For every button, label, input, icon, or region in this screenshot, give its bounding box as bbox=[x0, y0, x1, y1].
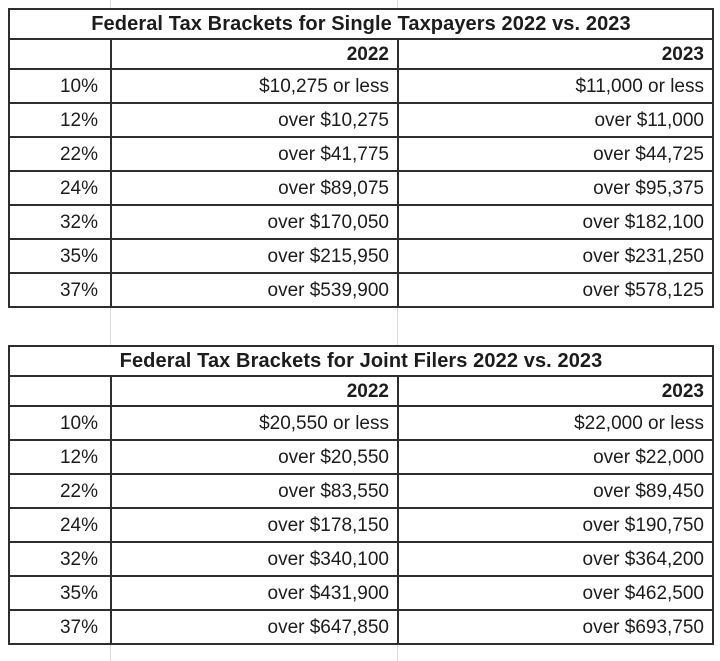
table-row: 10% $10,275 or less $11,000 or less bbox=[8, 68, 714, 104]
rate-header-empty bbox=[8, 38, 112, 70]
bracket-2023-cell: over $11,000 bbox=[397, 102, 714, 138]
bracket-2022-cell: over $340,100 bbox=[110, 541, 399, 577]
rate-cell: 37% bbox=[8, 609, 112, 645]
year-header-2022: 2022 bbox=[110, 38, 399, 70]
bracket-2022-cell: over $20,550 bbox=[110, 439, 399, 475]
bracket-2023-cell: over $89,450 bbox=[396, 473, 715, 509]
table-row: Federal Tax Brackets for Joint Filers 20… bbox=[7, 345, 715, 377]
bracket-2023-cell: over $364,200 bbox=[396, 541, 715, 577]
table-row: 32% over $340,100 over $364,200 bbox=[8, 541, 715, 577]
bracket-2022-cell: over $539,900 bbox=[110, 272, 399, 308]
bracket-2023-cell: over $190,750 bbox=[396, 507, 715, 543]
rate-cell: 32% bbox=[8, 204, 112, 240]
bracket-2022-cell: over $170,050 bbox=[110, 204, 399, 240]
rate-cell: 35% bbox=[8, 238, 112, 274]
table-row: 2022 2023 bbox=[8, 375, 715, 407]
table-row: Federal Tax Brackets for Single Taxpayer… bbox=[8, 8, 714, 40]
bracket-2023-cell: over $578,125 bbox=[397, 272, 714, 308]
rate-cell: 10% bbox=[8, 405, 112, 441]
bracket-2023-cell: $11,000 or less bbox=[397, 68, 714, 104]
table-row: 32% over $170,050 over $182,100 bbox=[8, 204, 714, 240]
rate-header-empty bbox=[8, 375, 112, 407]
table-title: Federal Tax Brackets for Single Taxpayer… bbox=[8, 8, 714, 40]
single-taxpayers-table: Federal Tax Brackets for Single Taxpayer… bbox=[8, 8, 714, 308]
bracket-2022-cell: over $431,900 bbox=[110, 575, 399, 611]
bracket-2022-cell: over $10,275 bbox=[110, 102, 399, 138]
bracket-2022-cell: over $215,950 bbox=[110, 238, 399, 274]
rate-cell: 37% bbox=[8, 272, 112, 308]
bracket-2023-cell: over $231,250 bbox=[397, 238, 714, 274]
rate-cell: 22% bbox=[8, 136, 112, 172]
spreadsheet-gridline-left bbox=[110, 0, 111, 661]
bracket-2023-cell: over $182,100 bbox=[397, 204, 714, 240]
bracket-2023-cell: over $44,725 bbox=[397, 136, 714, 172]
table-row: 24% over $89,075 over $95,375 bbox=[8, 170, 714, 206]
bracket-2022-cell: over $647,850 bbox=[110, 609, 399, 645]
bracket-2022-cell: over $178,150 bbox=[110, 507, 399, 543]
table-row: 12% over $20,550 over $22,000 bbox=[8, 439, 715, 475]
table-row: 24% over $178,150 over $190,750 bbox=[8, 507, 715, 543]
table-row: 12% over $10,275 over $11,000 bbox=[8, 102, 714, 138]
table-row: 2022 2023 bbox=[8, 38, 714, 70]
bracket-2023-cell: $22,000 or less bbox=[396, 405, 715, 441]
table-row: 37% over $647,850 over $693,750 bbox=[8, 609, 715, 645]
table-row: 22% over $83,550 over $89,450 bbox=[8, 473, 715, 509]
bracket-2022-cell: over $41,775 bbox=[110, 136, 399, 172]
table-row: 35% over $431,900 over $462,500 bbox=[8, 575, 715, 611]
bracket-2023-cell: over $693,750 bbox=[396, 609, 715, 645]
bracket-2023-cell: over $95,375 bbox=[397, 170, 714, 206]
rate-cell: 24% bbox=[8, 170, 112, 206]
year-header-2023: 2023 bbox=[397, 38, 714, 70]
bracket-2022-cell: over $89,075 bbox=[110, 170, 399, 206]
rate-cell: 32% bbox=[8, 541, 112, 577]
rate-cell: 12% bbox=[8, 439, 112, 475]
table-row: 37% over $539,900 over $578,125 bbox=[8, 272, 714, 308]
bracket-2022-cell: $20,550 or less bbox=[110, 405, 399, 441]
bracket-2022-cell: $10,275 or less bbox=[110, 68, 399, 104]
year-header-2022: 2022 bbox=[110, 375, 399, 407]
bracket-2023-cell: over $22,000 bbox=[396, 439, 715, 475]
table-title: Federal Tax Brackets for Joint Filers 20… bbox=[7, 345, 715, 377]
table-row: 35% over $215,950 over $231,250 bbox=[8, 238, 714, 274]
rate-cell: 35% bbox=[8, 575, 112, 611]
rate-cell: 12% bbox=[8, 102, 112, 138]
spreadsheet-gridline-middle bbox=[397, 0, 398, 661]
bracket-2023-cell: over $462,500 bbox=[396, 575, 715, 611]
rate-cell: 22% bbox=[8, 473, 112, 509]
rate-cell: 24% bbox=[8, 507, 112, 543]
bracket-2022-cell: over $83,550 bbox=[110, 473, 399, 509]
joint-filers-table: Federal Tax Brackets for Joint Filers 20… bbox=[7, 345, 715, 645]
rate-cell: 10% bbox=[8, 68, 112, 104]
table-row: 22% over $41,775 over $44,725 bbox=[8, 136, 714, 172]
year-header-2023: 2023 bbox=[396, 375, 715, 407]
table-row: 10% $20,550 or less $22,000 or less bbox=[8, 405, 715, 441]
